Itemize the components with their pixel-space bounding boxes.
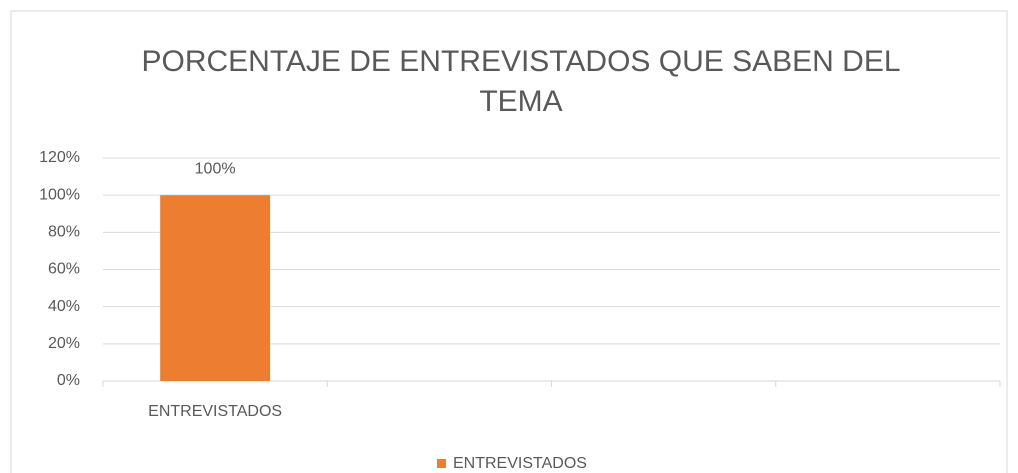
bar xyxy=(160,195,271,381)
y-tick-label: 0% xyxy=(57,372,80,389)
legend-swatch xyxy=(437,459,446,468)
x-tick-label: ENTREVISTADOS xyxy=(148,403,282,420)
y-tick-label: 20% xyxy=(48,335,80,352)
chart-title: PORCENTAJE DE ENTREVISTADOS QUE SABEN DE… xyxy=(141,45,901,118)
y-tick-label: 40% xyxy=(48,298,80,315)
y-tick-label: 100% xyxy=(39,186,80,203)
legend-label: ENTREVISTADOS xyxy=(453,455,587,472)
data-label: 100% xyxy=(195,160,236,177)
y-tick-label: 80% xyxy=(48,224,80,241)
y-tick-label: 120% xyxy=(39,149,80,166)
chart-border xyxy=(10,10,1008,473)
y-tick-label: 60% xyxy=(48,261,80,278)
